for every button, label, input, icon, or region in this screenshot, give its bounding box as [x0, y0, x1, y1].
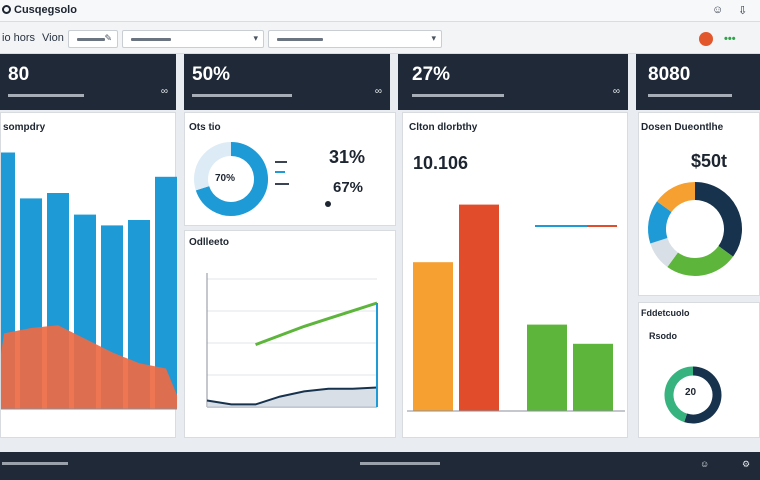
- cost-bar-chart: ImooImooDuuoImoo: [407, 204, 625, 412]
- series-line-green: [255, 301, 378, 347]
- status-dot: [325, 201, 331, 207]
- bar-mark: [459, 204, 499, 411]
- range-label: io hors: [2, 32, 36, 44]
- settings-icon[interactable]: ⇩: [738, 5, 748, 17]
- kpi-card-3: 27% ∞: [398, 54, 628, 110]
- donut-slice: [656, 182, 696, 213]
- donut-center-label: 70%: [215, 173, 236, 184]
- donut-slice: [694, 182, 742, 257]
- donut-primary-value: 31%: [329, 147, 366, 167]
- donut-slice: [664, 366, 694, 423]
- kpi-card-1: 80 ∞: [0, 54, 176, 110]
- panel-title: Dosen Dueontlhe: [641, 122, 724, 133]
- bar-mark: [413, 262, 453, 411]
- view-label: Vion: [42, 32, 64, 44]
- area-mark: [207, 387, 377, 407]
- legend-mark: [275, 171, 285, 173]
- footer-bar: ☺ ⚙: [0, 452, 760, 480]
- link-icon[interactable]: ∞: [612, 86, 620, 97]
- panel-title: sompdry: [3, 122, 46, 133]
- panel-subtitle: Rsodo: [649, 331, 677, 341]
- filter-select-2[interactable]: ▾: [122, 30, 264, 48]
- user-icon[interactable]: ☺: [700, 459, 710, 469]
- donut-panel: Ots tio 70% 31% 67%: [184, 112, 396, 226]
- donut-slice: [648, 201, 672, 244]
- link-icon[interactable]: ∞: [160, 86, 168, 97]
- panel-title: Odlleeto: [189, 237, 230, 248]
- kpi-subtext: [8, 94, 84, 97]
- cost-chart-panel: Clton dlorbthy 10.106 ImooImooDuuoImoo: [402, 112, 628, 438]
- logo-icon: [2, 5, 11, 14]
- filter-select-3[interactable]: ▾: [268, 30, 442, 48]
- panel-title: Clton dlorbthy: [409, 122, 478, 133]
- filter-select-1[interactable]: ✎: [68, 30, 118, 48]
- footer-text: [2, 462, 68, 465]
- kpi-subtext: [412, 94, 504, 97]
- kpi-card-4: 8080: [636, 54, 760, 110]
- bar-mark: [155, 176, 177, 409]
- kpi-subtext: [648, 94, 732, 97]
- company-chart-panel: sompdry: [0, 112, 177, 438]
- donut-slice: [650, 237, 679, 268]
- legend-line: [535, 225, 587, 227]
- filter-bar: io hors Vion ✎ ▾ ▾: [0, 22, 760, 54]
- kpi-value: 50%: [192, 64, 231, 85]
- kpi-value: 80: [8, 64, 30, 85]
- panel-title: Ots tio: [189, 122, 221, 133]
- kpi-value: 8080: [648, 64, 691, 85]
- bar-mark: [573, 343, 613, 411]
- donut-secondary-value: 67%: [333, 179, 364, 196]
- donut-slice: [194, 142, 232, 191]
- legend-mark: [275, 183, 289, 185]
- line-chart-panel: Odlleeto: [184, 230, 396, 438]
- donut-slice: [195, 142, 268, 216]
- kpi-value: 27%: [412, 64, 451, 85]
- donut-slice: [667, 245, 734, 276]
- company-bar-chart: [1, 152, 177, 410]
- footer-text: [360, 462, 440, 465]
- status-badge: •••: [724, 33, 736, 45]
- user-circle-icon[interactable]: ☺: [712, 4, 724, 16]
- settings-icon[interactable]: ⚙: [742, 459, 751, 469]
- chevron-down-icon: ▾: [431, 33, 436, 43]
- trend-line-chart: [206, 273, 378, 408]
- distribution-value: $50t: [691, 151, 728, 171]
- app-brand: Cusqegsolo: [14, 4, 77, 16]
- donut-slice: [684, 366, 722, 424]
- chevron-down-icon: ▾: [253, 33, 258, 43]
- summary-panel: Fddetcuolo Rsodo 20: [638, 302, 760, 438]
- edit-icon: ✎: [104, 33, 112, 43]
- link-icon[interactable]: ∞: [374, 86, 382, 97]
- distribution-donut: [648, 182, 742, 276]
- legend-line: [587, 225, 617, 227]
- donut-chart: [194, 142, 268, 216]
- bar-mark: [527, 324, 567, 411]
- top-bar: Cusqegsolo ☺ ⇩: [0, 0, 760, 22]
- area-mark: [1, 325, 177, 409]
- panel-title: Fddetcuolo: [641, 308, 690, 318]
- distribution-panel: Dosen Dueontlhe $50t: [638, 112, 760, 296]
- series-line-navy: [206, 386, 378, 406]
- bar-headline-value: 10.106: [413, 153, 469, 173]
- notification-dot[interactable]: [699, 32, 713, 46]
- summary-center-label: 20: [685, 387, 697, 398]
- summary-donut: [664, 366, 722, 424]
- kpi-subtext: [192, 94, 292, 97]
- kpi-card-2: 50% ∞: [184, 54, 390, 110]
- legend-mark: [275, 161, 287, 163]
